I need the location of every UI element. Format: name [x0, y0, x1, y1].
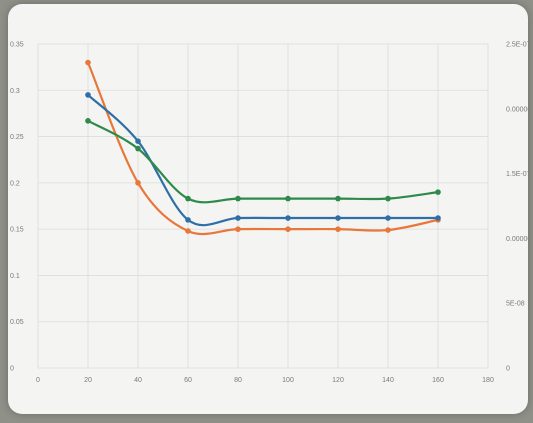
- data-point: [185, 195, 191, 202]
- data-point: [85, 118, 91, 124]
- x-tick-label: 120: [332, 377, 344, 384]
- data-point: [235, 215, 241, 221]
- data-point: [385, 195, 391, 202]
- y-tick-label-right: 2.5E-07: [506, 42, 528, 49]
- x-tick-label: 20: [84, 377, 92, 384]
- y-tick-label-left: 0.3: [10, 88, 20, 95]
- x-tick-label: 40: [134, 377, 142, 384]
- data-point: [135, 145, 141, 152]
- y-tick-label-right: 0.000001: [506, 236, 528, 243]
- data-point: [335, 195, 341, 202]
- series-line-3: [87, 119, 439, 204]
- data-point: [135, 138, 141, 144]
- data-point: [185, 228, 191, 234]
- series-line-1: [86, 62, 439, 236]
- data-point: [335, 215, 341, 221]
- y-tick-label-right: 0.000002: [506, 106, 528, 113]
- series-line-2: [87, 94, 438, 227]
- ticks-layer: 0 0.05 0.1 0.15 0.2 0.25 0.3 0.35 0 5E-08 0.000001…: [10, 42, 528, 385]
- data-point: [285, 226, 291, 232]
- y-tick-label-left: 0.35: [10, 42, 24, 49]
- data-point: [135, 180, 141, 186]
- data-point: [235, 195, 241, 202]
- y-tick-label-right: 5E-08: [506, 301, 525, 308]
- data-point: [335, 226, 341, 232]
- x-tick-label: 80: [234, 377, 242, 384]
- chart-card: 0 0.05 0.1 0.15 0.2 0.25 0.3 0.35 0 5E-08 0.000001…: [8, 4, 528, 414]
- y-tick-label-left: 0: [10, 366, 14, 373]
- x-tick-label: 160: [432, 377, 444, 384]
- x-tick-label: 0: [36, 377, 40, 384]
- data-point: [85, 59, 91, 66]
- y-tick-label-right: 1.5E-07: [506, 171, 528, 178]
- x-tick-label: 60: [184, 377, 192, 384]
- y-tick-label-left: 0.05: [10, 319, 24, 326]
- data-point: [235, 226, 241, 232]
- data-point: [385, 227, 391, 233]
- y-tick-label-left: 0.2: [10, 180, 20, 187]
- y-tick-label-right: 0: [506, 366, 510, 373]
- data-point: [385, 215, 391, 221]
- data-point: [85, 92, 91, 98]
- data-point: [435, 215, 441, 221]
- line-chart: 0 0.05 0.1 0.15 0.2 0.25 0.3 0.35 0 5E-08 0.000001…: [10, 42, 528, 385]
- y-tick-label-left: 0.15: [10, 227, 24, 234]
- x-tick-label: 100: [282, 377, 294, 384]
- y-tick-label-left: 0.25: [10, 134, 24, 141]
- grid-layer: [37, 43, 489, 369]
- data-point: [185, 217, 191, 223]
- y-tick-label-left: 0.1: [10, 273, 20, 280]
- series-layer: [85, 59, 441, 236]
- x-tick-label: 180: [482, 377, 494, 384]
- data-point: [285, 195, 291, 202]
- data-point: [435, 189, 441, 195]
- data-point: [285, 215, 291, 221]
- x-tick-label: 140: [382, 377, 394, 384]
